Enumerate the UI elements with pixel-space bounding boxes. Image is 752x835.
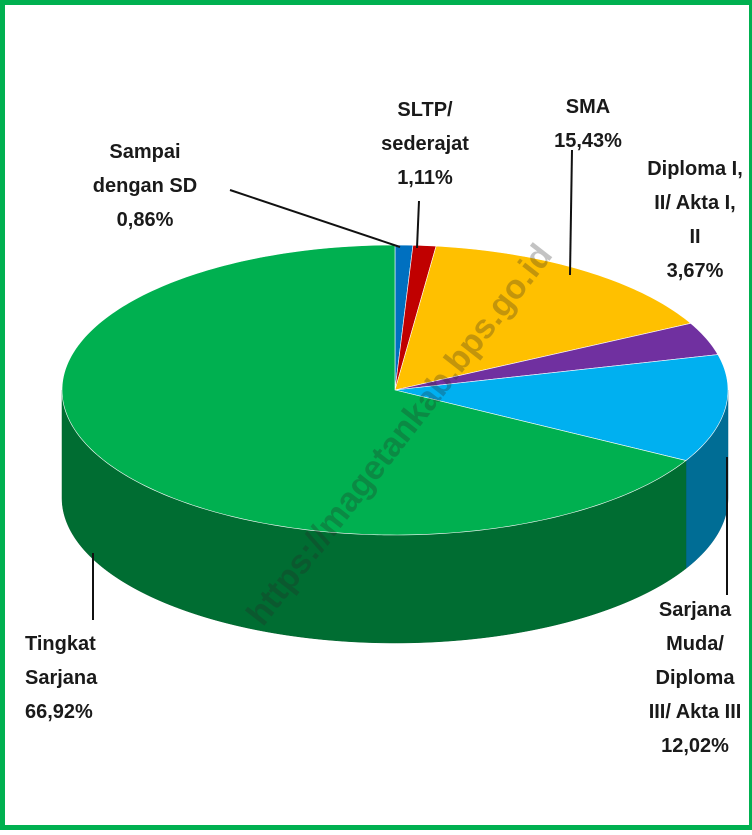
value-label: 1,11%: [397, 167, 453, 189]
slice-label: Diploma I, II/ Akta I, II 3,67%: [605, 152, 752, 288]
slice-label: SMA 15,43%: [498, 90, 678, 158]
category-name: Tingkat Sarjana: [25, 633, 98, 689]
leader-line: [569, 149, 573, 276]
value-label: 3,67%: [666, 260, 724, 282]
slice-label: Sarjana Muda/ Diploma III/ Akta III 12,02…: [605, 593, 752, 763]
slice: [394, 245, 692, 391]
slice: [394, 354, 729, 461]
value-label: 0,86%: [116, 209, 174, 231]
value-label: 12,02%: [661, 735, 729, 757]
slice-label: Sampai dengan SD 0,86%: [55, 135, 235, 237]
leader-line: [416, 200, 420, 249]
slice: [394, 323, 719, 391]
value-label: 66,92%: [25, 701, 93, 723]
slice-label: Tingkat Sarjana 66,92%: [25, 627, 205, 729]
chart: [61, 149, 729, 644]
category-name: SLTP/ sederajat: [381, 99, 469, 155]
category-name: Sarjana Muda/ Diploma III/ Akta III: [648, 599, 742, 723]
slice-label: SLTP/ sederajat 1,11%: [335, 93, 515, 195]
slice: [61, 244, 687, 536]
category-name: Diploma I, II/ Akta I, II: [647, 158, 743, 248]
category-name: Sampai dengan SD: [92, 141, 198, 197]
value-label: 15,43%: [554, 130, 622, 152]
pie-tops: [61, 244, 729, 536]
category-name: SMA: [565, 96, 611, 118]
leader-line: [229, 189, 401, 248]
